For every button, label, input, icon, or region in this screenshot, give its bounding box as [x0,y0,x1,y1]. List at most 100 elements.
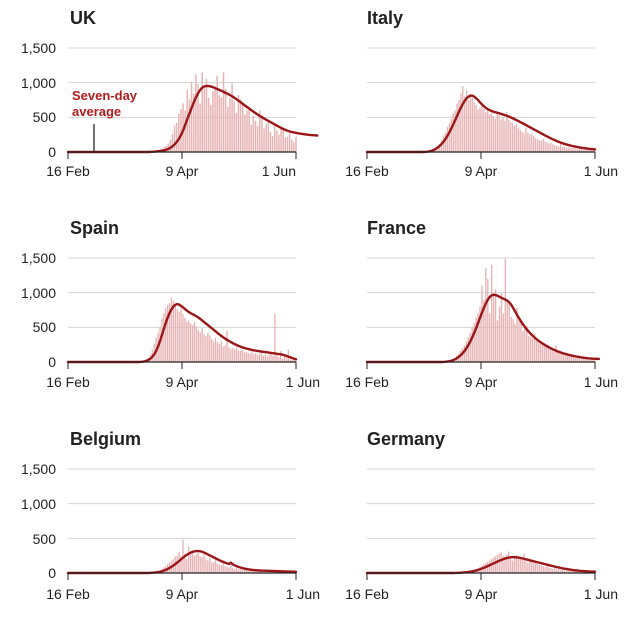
y-tick-label: 0 [48,565,56,581]
daily-bar [214,556,217,573]
daily-bar [201,328,203,362]
daily-bar [241,570,244,573]
daily-bar [563,354,565,362]
daily-bar [184,110,186,152]
daily-bar [216,563,219,573]
daily-bar [285,357,288,362]
daily-bar [575,571,577,573]
daily-bar [222,346,224,362]
daily-bar [290,139,293,152]
daily-bar [546,566,548,573]
daily-bar [592,359,594,362]
daily-bar [237,350,240,362]
daily-bar [454,110,456,152]
daily-bar [446,127,449,152]
daily-bar [561,147,564,152]
daily-bar [462,86,464,152]
daily-bar [572,357,575,362]
daily-bar [284,137,287,152]
daily-bar [477,313,479,362]
daily-bar [559,352,561,362]
daily-bar [582,357,584,362]
daily-bar [273,125,276,152]
daily-bar [469,94,472,152]
daily-bar [580,149,583,152]
daily-bar [203,88,206,152]
daily-bar [256,125,259,152]
daily-bar [525,561,527,573]
daily-bar [465,90,468,152]
daily-bar [444,132,447,152]
daily-bar [463,345,466,362]
daily-bar [538,140,541,152]
daily-bar [229,97,231,152]
daily-bar [207,332,209,362]
daily-bar [176,555,178,573]
daily-bar [471,97,474,152]
daily-bar [278,134,280,152]
daily-bar [250,124,252,152]
daily-bar [582,149,585,152]
daily-bar [479,107,481,152]
y-tick-label: 500 [33,319,57,335]
x-tick-label: 16 Feb [345,374,389,390]
daily-bar [467,337,470,362]
daily-bar [234,349,236,362]
daily-bar [262,355,265,362]
daily-bar [561,353,563,362]
daily-bar [170,297,173,362]
daily-bar [573,147,575,152]
daily-bar [539,343,542,362]
daily-bar [255,570,257,573]
daily-bar [222,72,225,152]
daily-bar [205,336,207,362]
daily-bar [291,359,293,362]
daily-bar [176,309,178,362]
daily-bar [295,136,297,152]
daily-bar [496,554,498,573]
daily-bar [559,570,562,573]
daily-bar [552,568,554,573]
daily-bar [545,346,547,362]
daily-bar [586,149,589,152]
daily-bar [224,345,226,362]
daily-bar [554,145,556,152]
daily-bar [580,359,583,362]
x-tick-label: 16 Feb [345,163,389,179]
daily-bar [473,102,475,152]
daily-bar [186,321,188,362]
daily-bar [475,317,477,362]
daily-bar [251,350,253,362]
daily-bar [483,109,485,152]
daily-bar [508,300,510,362]
y-tick-label: 1,000 [21,496,56,512]
daily-bar [522,331,524,362]
daily-bar [548,143,550,152]
daily-bar [565,355,567,362]
daily-bar [214,337,217,362]
daily-bar [280,350,282,362]
daily-bar [512,319,514,362]
daily-bar [239,350,242,362]
daily-bar [578,358,581,362]
daily-bar [195,554,198,573]
daily-bar [573,570,575,573]
daily-bar [195,326,198,362]
annotation-text: average [72,104,121,119]
daily-bar [531,133,533,152]
daily-bar [542,138,544,152]
daily-bar [272,355,274,362]
daily-bar [538,564,541,573]
daily-bar [516,307,518,362]
daily-bar [529,134,531,152]
daily-bar [520,321,522,362]
daily-bar [510,559,512,573]
daily-bar [517,127,520,152]
daily-bar [276,354,278,362]
daily-bar [230,348,232,362]
daily-bar [231,83,233,152]
daily-bar [211,561,213,573]
daily-bar [506,554,508,573]
daily-bar [171,133,174,152]
